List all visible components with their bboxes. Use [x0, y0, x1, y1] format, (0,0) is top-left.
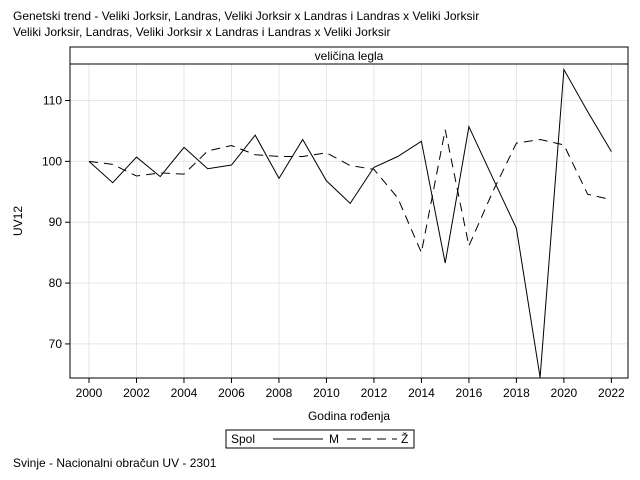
footnote: Svinje - Nacionalni obračun UV - 2301 — [13, 456, 217, 470]
data-point-z — [421, 252, 423, 254]
data-point-m — [183, 147, 185, 149]
x-tick-label: 2000 — [76, 386, 103, 400]
x-tick-label: 2014 — [408, 386, 435, 400]
x-tick-label: 2010 — [313, 386, 340, 400]
data-point-z — [587, 193, 589, 195]
data-point-z — [492, 191, 494, 193]
legend-label-m: M — [329, 432, 339, 446]
x-tick-label: 2022 — [598, 386, 625, 400]
plot-frame — [69, 63, 629, 379]
data-point-z — [539, 139, 541, 141]
data-point-z — [302, 156, 304, 158]
data-point-m — [207, 168, 209, 170]
data-point-z — [207, 150, 209, 152]
y-tick-label: 70 — [49, 337, 63, 351]
data-point-z — [516, 142, 518, 144]
y-axis-label: UV12 — [11, 206, 25, 236]
data-point-m — [159, 176, 161, 178]
panel-label: veličina legla — [315, 49, 384, 63]
x-tick-label: 2004 — [171, 386, 198, 400]
grid-lines — [70, 64, 628, 378]
series-line-m — [88, 67, 612, 378]
data-point-m — [492, 177, 494, 179]
data-point-m — [112, 182, 114, 184]
y-tick-label: 90 — [49, 215, 63, 229]
data-point-m — [611, 151, 613, 153]
data-point-z — [159, 172, 161, 174]
x-tick-label: 2020 — [551, 386, 578, 400]
y-tick-label: 100 — [42, 154, 62, 168]
data-point-z — [373, 168, 375, 170]
data-point-m — [563, 69, 565, 71]
data-point-z — [278, 156, 280, 158]
data-point-m — [421, 140, 423, 142]
x-tick-label: 2002 — [123, 386, 150, 400]
data-point-z — [563, 144, 565, 146]
data-point-m — [302, 139, 304, 141]
x-tick-label: 2018 — [503, 386, 530, 400]
data-point-z — [183, 173, 185, 175]
legend-label-z: Ž — [401, 431, 408, 446]
y-tick-label: 80 — [49, 276, 63, 290]
axes: 2000 2002 2004 2006 2008 2010 2012 2014 2016 2018… — [42, 94, 625, 400]
data-point-z — [326, 152, 328, 154]
data-point-m — [326, 180, 328, 182]
data-point-m — [278, 178, 280, 180]
legend: Spol M Ž — [225, 429, 415, 449]
series-lines — [88, 67, 613, 379]
series-line-z — [88, 129, 612, 255]
data-point-m — [587, 111, 589, 113]
data-point-z — [468, 245, 470, 247]
data-point-z — [136, 175, 138, 177]
data-point-m — [136, 156, 138, 158]
data-point-z — [444, 129, 446, 131]
chart-title-line-2: Veliki Jorksir, Landras, Veliki Jorksir … — [13, 25, 391, 39]
data-point-m — [349, 203, 351, 205]
data-point-m — [516, 228, 518, 230]
data-point-z — [254, 154, 256, 156]
x-tick-label: 2016 — [456, 386, 483, 400]
data-point-m — [468, 126, 470, 128]
x-tick-label: 2008 — [266, 386, 293, 400]
chart-title-line-1: Genetski trend - Veliki Jorksir, Landras… — [13, 9, 480, 23]
y-tick-label: 110 — [43, 94, 62, 108]
data-point-z — [611, 199, 613, 201]
data-point-m — [397, 156, 399, 158]
data-point-z — [88, 161, 90, 163]
data-point-m — [231, 164, 233, 166]
data-point-z — [397, 197, 399, 199]
data-point-m — [539, 377, 541, 379]
x-axis-label: Godina rođenja — [308, 409, 390, 423]
data-point-m — [444, 262, 446, 264]
data-point-z — [349, 165, 351, 167]
data-point-m — [373, 167, 375, 169]
data-point-z — [231, 145, 233, 147]
data-point-m — [254, 134, 256, 136]
x-tick-label: 2006 — [218, 386, 245, 400]
legend-title: Spol — [231, 432, 255, 446]
x-tick-label: 2012 — [361, 386, 388, 400]
data-point-z — [112, 164, 114, 166]
